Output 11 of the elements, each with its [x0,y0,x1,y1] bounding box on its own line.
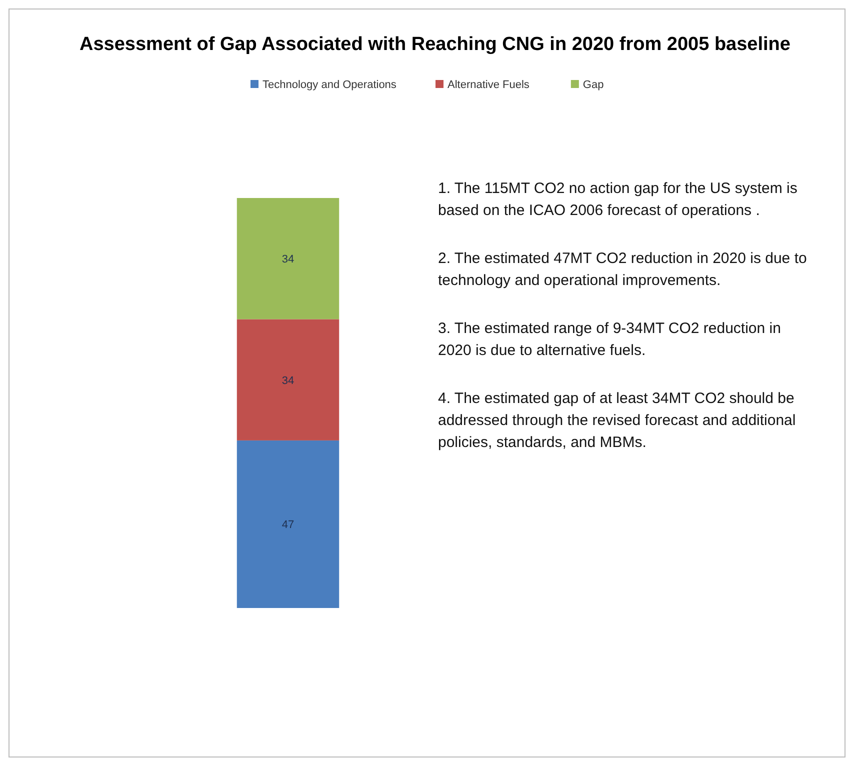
legend-label: Technology and Operations [262,79,397,91]
data-label: 47 [282,519,294,532]
data-label: 34 [282,254,294,266]
legend-label: Alternative Fuels [448,79,530,91]
text: 1. The 115MT CO2 no action gap for the US system is based on the ICAO 2006 forecast of operations . [438,180,798,219]
text: Assessment of Gap Associated with Reaching CNG in 2020 from 2005 baseline [80,34,790,55]
legend-label: Gap [582,79,604,91]
data-label: 34 [282,374,294,387]
text: 4. The estimated gap of at least 34MT CO2 should be addressed through the revised forecast and additional policies, standards, and MBMs. [438,390,796,451]
text: 2. The estimated 47MT CO2 reduction in 2020 is due to technology and operational improvements. [438,250,807,289]
text: 3. The estimated range of 9-34MT CO2 reduction in 2020 is due to alternative fuels. [438,320,781,359]
